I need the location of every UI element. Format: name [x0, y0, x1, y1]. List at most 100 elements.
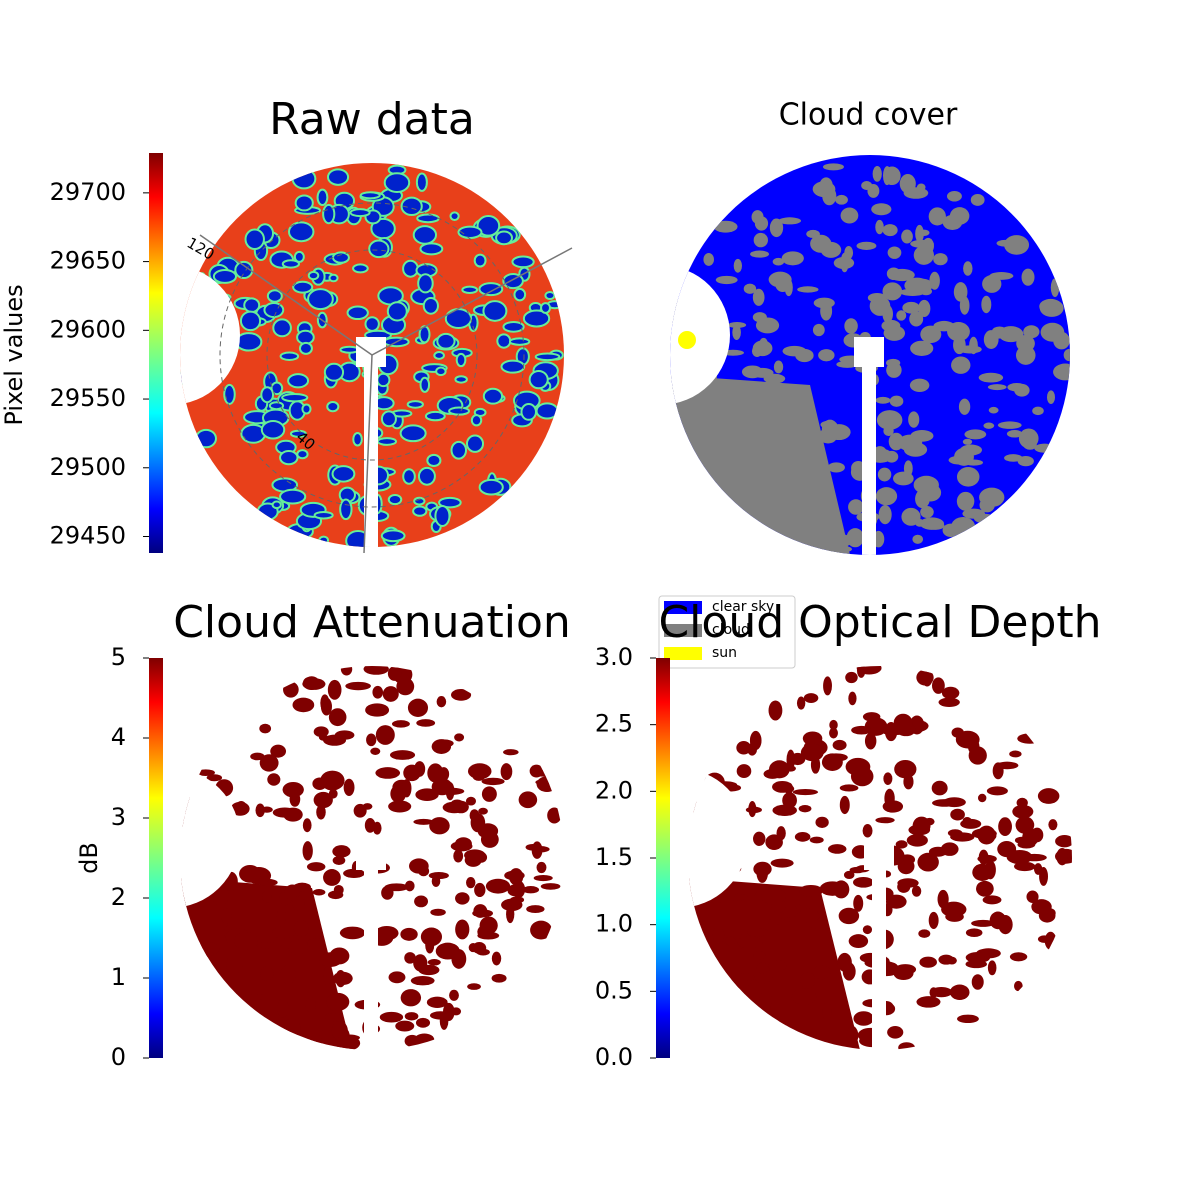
- polar-ring: [266, 249, 478, 461]
- sky-blob: [882, 800, 904, 813]
- sky-blob: [875, 817, 895, 824]
- sky-blob: [288, 939, 309, 955]
- sky-blob: [473, 253, 487, 268]
- sky-blob: [243, 297, 261, 313]
- sky-blob: [322, 203, 336, 225]
- sky-blob: [277, 998, 289, 1018]
- sky-blob: [773, 360, 784, 374]
- sky-blob: [727, 321, 747, 329]
- sky-blob: [703, 253, 714, 266]
- sky-blob: [714, 435, 740, 456]
- sky-blob: [903, 442, 928, 457]
- sky-blob: [979, 487, 1005, 508]
- legend-swatch: [664, 647, 702, 660]
- sky-blob: [419, 242, 444, 256]
- sky-blob: [302, 678, 326, 690]
- sky-blob: [848, 691, 857, 706]
- sky-blob: [508, 337, 531, 346]
- sky-blob: [886, 267, 901, 281]
- sky-blob: [372, 685, 384, 699]
- sky-blob: [736, 764, 752, 779]
- sky-blob: [772, 257, 785, 266]
- sky-blob: [395, 1020, 415, 1032]
- colorbar-tick-label: 1.5: [595, 843, 633, 871]
- sky-blob: [813, 297, 835, 309]
- sky-blob: [920, 506, 934, 518]
- sky-blob: [978, 849, 989, 865]
- sky-blob: [909, 378, 930, 393]
- sky-blob: [500, 359, 526, 374]
- sky-blob: [856, 666, 866, 678]
- sky-blob: [781, 251, 804, 266]
- sky-blob: [415, 172, 428, 192]
- sky-blob: [491, 973, 507, 983]
- sky-blob: [272, 926, 296, 939]
- sky-blob: [768, 271, 792, 288]
- sky-blob: [345, 681, 371, 691]
- sky-blob: [370, 747, 381, 755]
- sky-blob: [323, 869, 341, 886]
- sky-blob: [309, 1034, 322, 1049]
- sky-blob: [349, 208, 371, 218]
- sky-blob: [962, 438, 973, 445]
- sky-blob: [522, 309, 551, 328]
- sky-blob: [481, 786, 497, 802]
- sky-blob: [965, 928, 983, 938]
- sky-blob: [848, 499, 864, 515]
- sky-blob: [536, 861, 547, 874]
- sky-blob: [785, 480, 809, 500]
- sky-blob: [902, 301, 921, 314]
- sky-blob: [426, 453, 442, 468]
- sky-blob: [477, 926, 488, 938]
- sky-blob: [676, 399, 693, 415]
- sky-blob: [266, 289, 283, 303]
- sky-image: [180, 666, 564, 1050]
- sky-blob: [402, 259, 419, 278]
- sky-blob: [396, 677, 415, 696]
- camera-arm: [862, 365, 876, 555]
- sky-blob: [887, 1025, 904, 1039]
- sky-blob: [244, 228, 265, 251]
- sky-blob: [438, 496, 462, 509]
- sky-blob: [375, 725, 395, 745]
- sky-blob: [872, 166, 882, 182]
- sky-blob: [332, 251, 350, 264]
- sky-blob: [823, 676, 832, 696]
- sky-blob: [535, 402, 559, 420]
- sky-blob: [291, 168, 317, 190]
- sky-blob: [439, 1012, 449, 1030]
- sky-blob: [332, 845, 351, 858]
- sky-blob: [732, 324, 741, 341]
- sky-blob: [283, 681, 299, 698]
- sky-blob: [839, 784, 859, 792]
- sky-blob: [323, 362, 345, 382]
- sky-blob: [414, 1033, 435, 1046]
- sky-blob: [453, 849, 464, 863]
- sky-blob: [924, 817, 935, 826]
- sky-blob: [206, 774, 223, 782]
- sky-blob: [414, 895, 429, 908]
- sky-blob: [436, 332, 456, 350]
- sky-blob: [320, 694, 330, 712]
- sky-blob: [478, 282, 504, 297]
- sky-blob: [403, 764, 421, 782]
- sky-blob: [482, 387, 504, 405]
- sky-blob: [877, 467, 892, 482]
- sky-blob: [1006, 429, 1023, 438]
- sky-blob: [827, 844, 847, 854]
- colorbar-tick-label: 0: [111, 1043, 126, 1071]
- sky-blob: [956, 491, 975, 511]
- sky-blob: [363, 666, 389, 675]
- colorbar-tick-label: 3.0: [595, 643, 633, 671]
- sky-blob: [283, 807, 303, 822]
- sky-blob: [760, 888, 787, 905]
- sky-blob: [933, 253, 948, 266]
- sky-blob: [1053, 331, 1070, 350]
- sky-blob: [534, 352, 561, 362]
- sky-blob: [812, 965, 831, 980]
- polar-ring: [219, 202, 525, 508]
- sky-blob: [713, 220, 738, 233]
- sky-blob: [352, 431, 363, 447]
- sky-blob: [938, 954, 954, 965]
- sky-blob: [283, 1018, 301, 1038]
